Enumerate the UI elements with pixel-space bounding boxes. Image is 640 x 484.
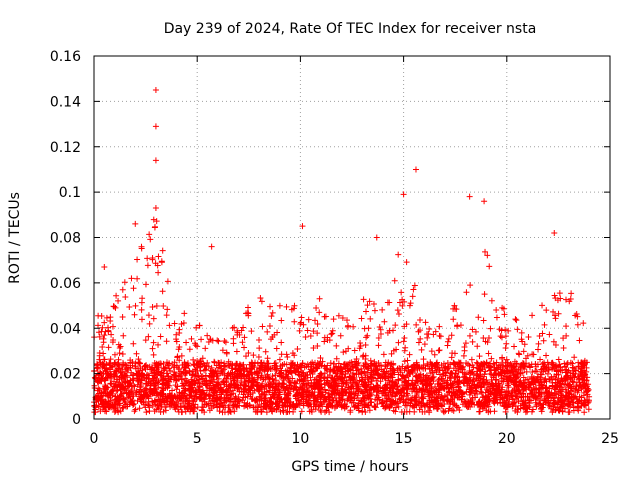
y-axis-label: ROTI / TECUs [7, 192, 23, 284]
x-tick-label: 10 [291, 431, 309, 447]
chart-title: Day 239 of 2024, Rate Of TEC Index for r… [164, 21, 537, 37]
y-tick-label: 0.06 [50, 276, 81, 292]
x-tick-label: 15 [395, 431, 413, 447]
x-tick-label: 25 [601, 431, 619, 447]
axis-ticks: 0 5 10 15 20 25 0 0.02 0.04 0.06 0.08 0.1 0.12 0.14 0.… [50, 49, 619, 447]
roti-data-point-markers [91, 87, 593, 416]
y-tick-label: 0.14 [50, 94, 81, 110]
y-tick-label: 0.16 [50, 49, 81, 65]
x-tick-label: 0 [90, 431, 99, 447]
x-axis-label: GPS time / hours [291, 459, 408, 475]
y-tick-label: 0.12 [50, 140, 81, 156]
y-tick-label: 0.04 [50, 321, 81, 337]
y-tick-label: 0 [72, 412, 81, 428]
y-tick-label: 0.08 [50, 231, 81, 247]
data-points [91, 87, 593, 416]
x-tick-label: 20 [498, 431, 516, 447]
x-tick-label: 5 [193, 431, 202, 447]
y-tick-label: 0.02 [50, 367, 81, 383]
y-tick-label: 0.1 [59, 185, 81, 201]
grid-lines [94, 56, 610, 419]
